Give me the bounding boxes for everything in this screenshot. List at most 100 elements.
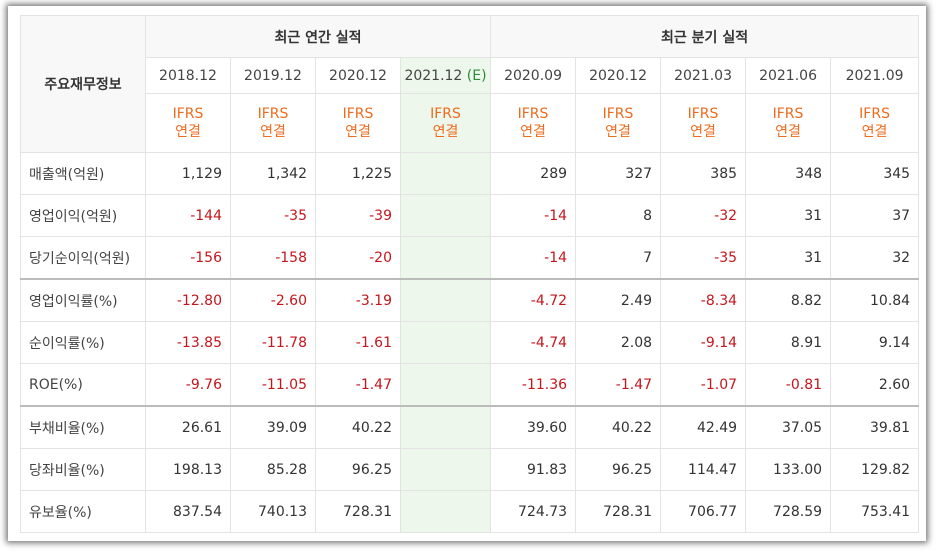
row-label: 부채비율(%) (20, 405, 146, 449)
estimate-cell (399, 448, 492, 491)
value-cell: 9.14 (830, 321, 920, 364)
value-cell: 114.47 (660, 448, 747, 491)
value-cell: 8 (575, 194, 662, 237)
value-cell: -1.47 (575, 363, 662, 407)
basis-standard: IFRS (687, 106, 719, 122)
value-cell: 728.31 (575, 490, 662, 533)
basis-header: IFRS 연결 (399, 93, 492, 153)
value-cell: 85.28 (230, 448, 316, 491)
estimate-cell (399, 363, 492, 407)
row-label: 영업이익(억원) (20, 194, 146, 237)
value-cell: -3.19 (315, 278, 401, 322)
value-cell: -2.60 (230, 278, 316, 322)
value-cell: 753.41 (830, 490, 920, 533)
estimate-mark: (E) (466, 67, 487, 84)
basis-standard: IFRS (859, 106, 890, 122)
value-cell: 1,129 (145, 152, 231, 195)
value-cell: -11.05 (230, 363, 316, 407)
value-cell: 2.08 (575, 321, 662, 364)
value-cell: -12.80 (145, 278, 231, 322)
value-cell: -9.76 (145, 363, 231, 407)
value-cell: 40.22 (575, 405, 662, 449)
basis-header: IFRS 연결 (490, 93, 577, 153)
basis-scope: 연결 (432, 124, 459, 140)
estimate-cell (399, 321, 492, 364)
value-cell: 8.91 (745, 321, 832, 364)
data-row: 순이익률(%) -13.85 -11.78 -1.61 -4.74 2.08 -9.14 8.… (20, 321, 920, 364)
basis-scope: 연결 (690, 124, 716, 140)
basis-scope: 연결 (345, 124, 371, 140)
value-cell: -8.34 (660, 278, 747, 322)
value-cell: 728.31 (315, 490, 401, 533)
value-cell: 91.83 (490, 448, 577, 491)
period-header: 2019.12 (230, 57, 316, 94)
period: 2021.09 (845, 67, 904, 84)
value-cell: 289 (490, 152, 577, 195)
data-row: 영업이익(억원) -144 -35 -39 -14 8 -32 31 37 (20, 194, 920, 237)
period-header: 2020.12 (315, 57, 401, 94)
basis-scope: 연결 (175, 124, 201, 140)
basis-header: IFRS 연결 (575, 93, 662, 153)
basis-header: IFRS 연결 (660, 93, 747, 153)
value-cell: 740.13 (230, 490, 316, 533)
value-cell: -39 (315, 194, 401, 237)
period: 2021.06 (759, 67, 817, 84)
basis-scope: 연결 (605, 124, 631, 140)
period-header: 2021.09 (830, 57, 920, 94)
value-cell: 2.49 (575, 278, 662, 322)
value-cell: 39.81 (830, 405, 920, 449)
basis-header: IFRS 연결 (230, 93, 316, 153)
basis-scope: 연결 (520, 124, 546, 140)
value-cell: 345 (830, 152, 920, 195)
value-cell: 39.09 (230, 405, 316, 449)
value-cell: 724.73 (490, 490, 577, 533)
value-cell: -1.47 (315, 363, 401, 407)
value-cell: -1.61 (315, 321, 401, 364)
value-cell: -11.36 (490, 363, 577, 407)
value-cell: 37 (830, 194, 920, 237)
value-cell: -32 (660, 194, 747, 237)
value-cell: 327 (575, 152, 662, 195)
period-header: 2021.12 (E) (399, 57, 492, 94)
value-cell: -4.74 (490, 321, 577, 364)
basis-header: IFRS 연결 (145, 93, 231, 153)
value-cell: 96.25 (575, 448, 662, 491)
frame: 주요재무정보 최근 연간 실적 최근 분기 실적 2018.12 2019.12 2… (8, 6, 926, 541)
value-cell: 8.82 (745, 278, 832, 322)
estimate-cell (399, 278, 492, 322)
data-row: 부채비율(%) 26.61 39.09 40.22 39.60 40.22 42.49 37.… (20, 405, 920, 449)
value-cell: 31 (745, 194, 832, 237)
group-header: 최근 연간 실적 (144, 15, 492, 58)
basis-standard: IFRS (517, 106, 549, 122)
value-cell: 26.61 (145, 405, 231, 449)
period: 2019.12 (244, 67, 302, 84)
basis-row: IFRS 연결 IFRS 연결 IFRS 연결 IFRS 연결 IFRS 연결 IFRS 연결 IFRS… (21, 93, 920, 153)
group-header: 최근 분기 실적 (490, 15, 920, 58)
row-label: 유보율(%) (20, 490, 146, 533)
value-cell: 129.82 (830, 448, 920, 491)
value-cell: 7 (575, 236, 662, 280)
period-header: 2018.12 (145, 57, 231, 94)
value-cell: 728.59 (745, 490, 832, 533)
row-label: ROE(%) (20, 363, 146, 407)
value-cell: 1,225 (315, 152, 401, 195)
period: 2020.09 (504, 67, 562, 84)
value-cell: -1.07 (660, 363, 747, 407)
value-cell: -13.85 (145, 321, 231, 364)
value-cell: -0.81 (745, 363, 832, 407)
value-cell: 385 (660, 152, 747, 195)
row-label: 매출액(억원) (20, 152, 146, 195)
basis-standard: IFRS (602, 106, 634, 122)
value-cell: -11.78 (230, 321, 316, 364)
group-row: 주요재무정보 최근 연간 실적 최근 분기 실적 (20, 15, 920, 153)
value-cell: 1,342 (230, 152, 316, 195)
period-header: 2021.06 (745, 57, 832, 94)
period-header: 2020.12 (575, 57, 662, 94)
corner-header: 주요재무정보 (20, 15, 146, 153)
row-label: 당좌비율(%) (20, 448, 146, 491)
period-header: 2021.03 (660, 57, 747, 94)
value-cell: -35 (230, 194, 316, 237)
value-cell: 10.84 (830, 278, 920, 322)
value-cell: 133.00 (745, 448, 832, 491)
value-cell: 96.25 (315, 448, 401, 491)
